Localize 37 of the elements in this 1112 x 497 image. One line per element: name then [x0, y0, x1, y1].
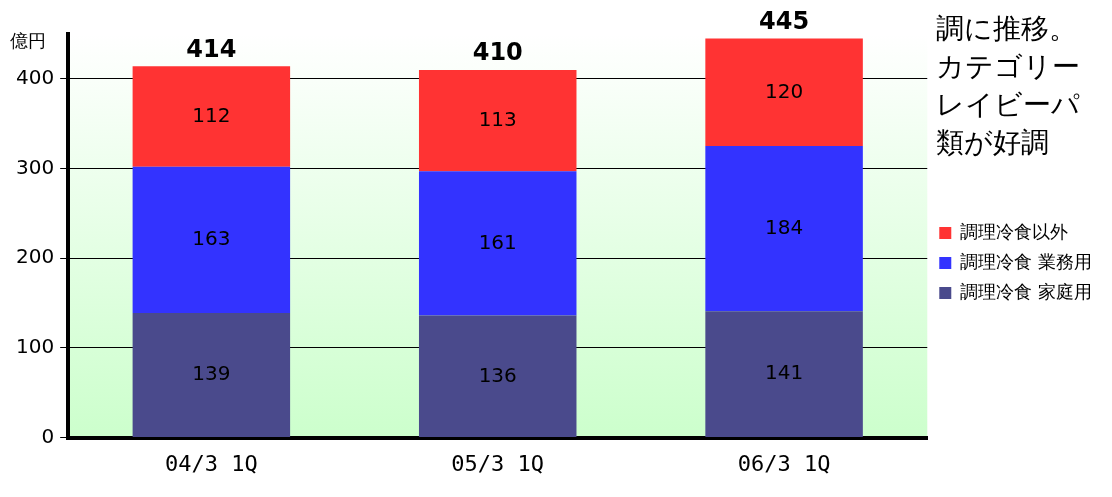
bar: [418, 69, 577, 172]
data-label: 136: [478, 362, 517, 387]
y-tick-label: 400: [15, 65, 55, 90]
bar: [705, 146, 863, 312]
bar: [132, 166, 291, 313]
data-label: 184: [765, 214, 804, 239]
bar: [705, 311, 863, 438]
text: レイビーパ: [936, 87, 1080, 123]
legend-label: 調理冷食 家庭用: [960, 280, 1093, 302]
data-label: 120: [765, 78, 804, 103]
y-tick-label: 100: [15, 334, 55, 359]
data-label: 161: [478, 229, 517, 254]
y-tick-label: 200: [15, 244, 55, 269]
text: 類が好調: [936, 125, 1050, 161]
total-label: 445: [759, 6, 810, 35]
bar: [705, 38, 863, 147]
total-label: 410: [472, 38, 523, 67]
x-tick-label: 04/3 1Q: [165, 450, 258, 476]
bar: [132, 312, 291, 438]
bar: [418, 315, 577, 438]
total-label: 414: [186, 34, 237, 63]
bar: [418, 171, 577, 316]
data-label: 139: [192, 361, 231, 386]
legend-label: 調理冷食以外: [960, 220, 1069, 242]
y-tick-label: 0: [41, 423, 55, 448]
bar: [132, 66, 291, 167]
data-label: 112: [192, 102, 231, 127]
y-tick-label: 300: [15, 154, 55, 179]
text: カテゴリー: [936, 49, 1080, 85]
text: 調に推移。: [936, 11, 1078, 47]
x-tick-label: 05/3 1Q: [451, 450, 545, 476]
legend-label: 調理冷食 業務用: [960, 250, 1093, 272]
x-tick-label: 06/3 1Q: [737, 450, 831, 476]
data-label: 113: [478, 106, 517, 131]
data-label: 141: [765, 360, 804, 385]
data-label: 163: [192, 226, 231, 251]
y-axis-title: 億円: [10, 29, 47, 51]
